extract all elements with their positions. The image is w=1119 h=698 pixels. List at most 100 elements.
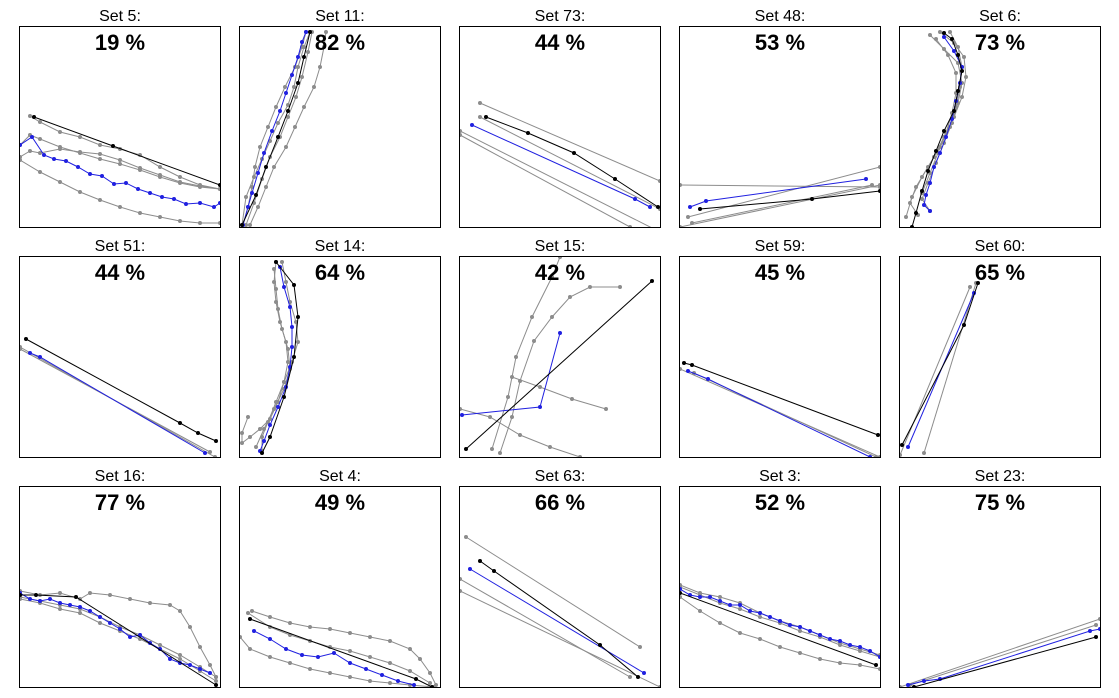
data-point <box>264 185 268 189</box>
chart-panel: Set 23: 75 % <box>899 460 1101 688</box>
data-point <box>558 257 562 259</box>
plot-svg <box>460 257 654 457</box>
data-point <box>633 197 637 201</box>
data-point <box>284 280 288 284</box>
data-point <box>244 195 248 199</box>
data-point <box>900 453 902 457</box>
data-point <box>184 202 188 206</box>
percentage-label: 77 % <box>94 490 146 515</box>
data-point <box>308 30 312 34</box>
series-line <box>241 31 311 226</box>
series-gray <box>460 407 582 457</box>
plot-area <box>19 486 221 688</box>
chart-panel: Set 51: 44 % <box>19 230 221 458</box>
percentage-label: 19 % <box>94 30 146 55</box>
data-point <box>922 451 926 455</box>
data-point <box>258 427 262 431</box>
data-point <box>148 601 152 605</box>
data-point <box>904 215 908 219</box>
data-point <box>956 89 960 93</box>
data-point <box>88 172 92 176</box>
data-point <box>284 647 288 651</box>
series-black <box>698 189 880 211</box>
data-point <box>208 663 212 667</box>
data-point <box>78 135 82 139</box>
chart-title: Set 16: <box>94 468 146 485</box>
series-gray <box>686 165 880 219</box>
data-point <box>284 145 288 149</box>
series-gray <box>240 635 436 687</box>
series-line <box>699 190 880 210</box>
plot-area <box>239 486 441 688</box>
series-black <box>240 30 312 227</box>
data-point <box>550 315 554 319</box>
data-point <box>262 439 266 443</box>
data-point <box>946 53 950 57</box>
plot-svg <box>240 260 300 455</box>
data-point <box>758 615 762 619</box>
plot-svg <box>680 583 880 671</box>
series-line <box>687 166 880 218</box>
data-point <box>952 109 956 113</box>
data-point <box>58 130 62 134</box>
data-point <box>254 445 258 449</box>
data-point <box>302 45 306 49</box>
data-point <box>1088 629 1092 633</box>
data-point <box>288 661 292 665</box>
data-point <box>212 205 216 209</box>
series-black <box>912 635 1098 687</box>
chart-panel: Set 14: 64 % <box>239 230 441 458</box>
data-point <box>256 205 260 209</box>
data-point <box>558 331 562 335</box>
data-point <box>38 355 42 359</box>
series-gray <box>248 30 328 227</box>
data-point <box>906 683 910 687</box>
series-line <box>25 338 217 442</box>
data-point <box>956 53 960 57</box>
data-point <box>280 327 284 331</box>
data-point <box>308 667 312 671</box>
data-point <box>954 71 958 75</box>
data-point <box>414 677 418 681</box>
series-line <box>465 280 653 450</box>
data-point <box>196 431 200 435</box>
data-point <box>464 447 468 451</box>
data-point <box>682 361 686 365</box>
data-point <box>718 599 722 603</box>
data-point <box>268 423 272 427</box>
data-point <box>68 603 72 607</box>
data-point <box>274 287 278 291</box>
data-point <box>208 671 212 675</box>
data-point <box>876 433 880 437</box>
data-point <box>636 675 640 679</box>
data-point <box>348 649 352 653</box>
series-line <box>20 590 217 678</box>
plot-svg <box>900 617 1100 687</box>
data-point <box>818 633 822 637</box>
data-point <box>928 209 932 213</box>
data-point <box>158 643 162 647</box>
series-gray <box>908 623 1098 687</box>
series-line <box>469 568 645 674</box>
data-point <box>218 187 220 191</box>
data-point <box>868 649 872 653</box>
series-gray <box>490 257 562 451</box>
data-point <box>964 75 968 79</box>
data-point <box>20 345 22 349</box>
plot-svg <box>20 589 218 687</box>
data-point <box>98 615 102 619</box>
data-point <box>910 225 914 227</box>
data-point <box>296 340 300 344</box>
data-point <box>240 635 242 639</box>
data-point <box>938 151 942 155</box>
data-point <box>76 165 80 169</box>
data-point <box>304 30 308 34</box>
series-blue <box>470 123 652 209</box>
data-point <box>98 152 102 156</box>
data-point <box>292 283 296 287</box>
data-point <box>388 661 392 665</box>
data-point <box>798 629 802 633</box>
data-point <box>246 205 250 209</box>
data-point <box>460 129 462 133</box>
data-point <box>118 162 122 166</box>
